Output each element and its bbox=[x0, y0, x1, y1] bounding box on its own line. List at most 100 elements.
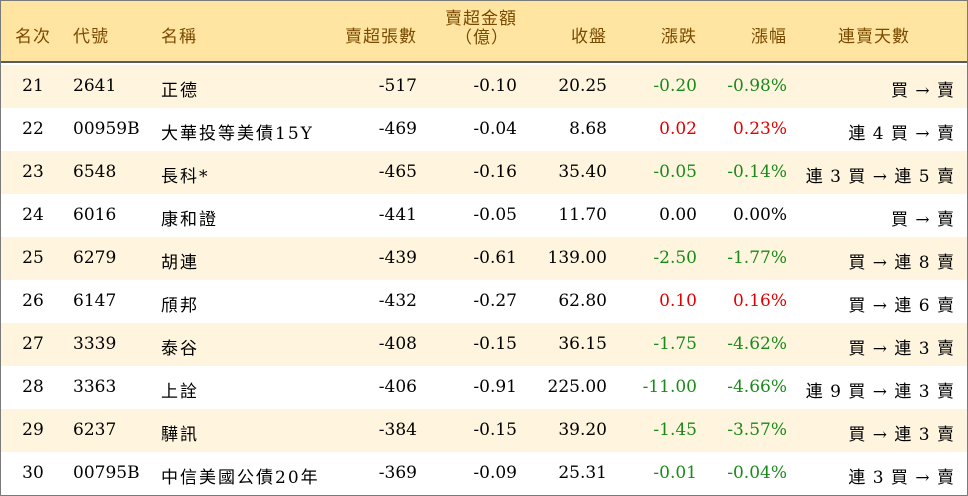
cell-net-sell-amount: -0.61 bbox=[473, 248, 517, 268]
cell-name: 中信美國公債20年 bbox=[161, 468, 320, 488]
cell-rank: 23 bbox=[22, 162, 44, 182]
cell-close: 11.70 bbox=[558, 205, 607, 225]
cell-consecutive-days: 買 → 連 3 賣 bbox=[848, 339, 955, 359]
cell-change: -0.01 bbox=[653, 463, 697, 483]
header-consecutive-days: 連賣天數 bbox=[838, 27, 910, 47]
cell-net-sell-sheets: -517 bbox=[378, 76, 417, 96]
cell-change-pct: -4.62% bbox=[727, 334, 787, 354]
cell-rank: 21 bbox=[22, 76, 44, 96]
cell-name: 驊訊 bbox=[161, 425, 199, 445]
cell-consecutive-days: 買 → 賣 bbox=[890, 81, 955, 101]
header-net-sell-amount-line1: 賣超金額 bbox=[445, 9, 517, 29]
cell-rank: 27 bbox=[22, 334, 44, 354]
cell-consecutive-days: 買 → 賣 bbox=[890, 210, 955, 230]
table-row[interactable]: 22 00959B 大華投等美債15Y -469 -0.04 8.68 0.02 0.23% 連… bbox=[1, 108, 967, 151]
cell-consecutive-days: 買 → 連 3 賣 bbox=[848, 425, 955, 445]
cell-close: 36.15 bbox=[558, 334, 607, 354]
table-header: 名次 代號 名稱 賣超張數 賣超金額 （億） 收盤 漲跌 漲幅 連賣天數 bbox=[1, 1, 967, 63]
cell-close: 139.00 bbox=[547, 248, 607, 268]
table-row[interactable]: 29 6237 驊訊 -384 -0.15 39.20 -1.45 -3.57% 買 → 連 3… bbox=[1, 409, 967, 452]
header-close: 收盤 bbox=[571, 27, 607, 47]
cell-rank: 28 bbox=[22, 377, 44, 397]
cell-net-sell-amount: -0.27 bbox=[473, 291, 517, 311]
cell-change: -2.50 bbox=[653, 248, 697, 268]
cell-close: 20.25 bbox=[558, 76, 607, 96]
cell-code: 6279 bbox=[73, 248, 117, 268]
cell-change: 0.02 bbox=[659, 119, 697, 139]
cell-code: 6147 bbox=[73, 291, 117, 311]
cell-change-pct: -4.66% bbox=[727, 377, 787, 397]
cell-change: -0.20 bbox=[653, 76, 697, 96]
cell-close: 35.40 bbox=[558, 162, 607, 182]
cell-code: 2641 bbox=[73, 76, 117, 96]
cell-name: 長科* bbox=[161, 167, 210, 187]
table-row[interactable]: 28 3363 上詮 -406 -0.91 225.00 -11.00 -4.66% 連 9 買… bbox=[1, 366, 967, 409]
cell-net-sell-sheets: -465 bbox=[378, 162, 417, 182]
table-row[interactable]: 25 6279 胡連 -439 -0.61 139.00 -2.50 -1.77% 買 → 連 … bbox=[1, 237, 967, 280]
cell-rank: 29 bbox=[22, 420, 44, 440]
cell-code: 6016 bbox=[73, 205, 117, 225]
cell-name: 泰谷 bbox=[161, 339, 199, 359]
cell-net-sell-amount: -0.10 bbox=[473, 76, 517, 96]
cell-change-pct: -3.57% bbox=[727, 420, 787, 440]
table-row[interactable]: 24 6016 康和證 -441 -0.05 11.70 0.00 0.00% 買 → 賣 bbox=[1, 194, 967, 237]
cell-rank: 30 bbox=[22, 463, 44, 483]
table-row[interactable]: 27 3339 泰谷 -408 -0.15 36.15 -1.75 -4.62% 買 → 連 3… bbox=[1, 323, 967, 366]
cell-code: 3363 bbox=[73, 377, 117, 397]
table-row[interactable]: 23 6548 長科* -465 -0.16 35.40 -0.05 -0.14% 連 3 買 … bbox=[1, 151, 967, 194]
cell-net-sell-sheets: -369 bbox=[378, 463, 417, 483]
cell-rank: 24 bbox=[22, 205, 44, 225]
cell-change-pct: -0.14% bbox=[727, 162, 787, 182]
cell-net-sell-amount: -0.91 bbox=[473, 377, 517, 397]
cell-close: 225.00 bbox=[547, 377, 607, 397]
cell-net-sell-sheets: -441 bbox=[378, 205, 417, 225]
cell-name: 大華投等美債15Y bbox=[161, 124, 314, 144]
header-name: 名稱 bbox=[161, 27, 197, 47]
cell-consecutive-days: 連 3 買 → 連 5 賣 bbox=[805, 167, 955, 187]
cell-net-sell-sheets: -406 bbox=[378, 377, 417, 397]
cell-name: 頎邦 bbox=[161, 296, 199, 316]
header-net-sell-sheets: 賣超張數 bbox=[345, 27, 417, 47]
cell-change-pct: -0.98% bbox=[727, 76, 787, 96]
cell-net-sell-sheets: -432 bbox=[378, 291, 417, 311]
cell-close: 25.31 bbox=[558, 463, 607, 483]
cell-net-sell-amount: -0.09 bbox=[473, 463, 517, 483]
header-change: 漲跌 bbox=[661, 27, 697, 47]
cell-code: 6237 bbox=[73, 420, 117, 440]
header-code: 代號 bbox=[73, 27, 109, 47]
cell-net-sell-amount: -0.15 bbox=[473, 334, 517, 354]
header-rank: 名次 bbox=[15, 27, 51, 47]
cell-change-pct: -1.77% bbox=[727, 248, 787, 268]
cell-rank: 26 bbox=[22, 291, 44, 311]
cell-consecutive-days: 買 → 連 8 賣 bbox=[848, 253, 955, 273]
cell-close: 39.20 bbox=[558, 420, 607, 440]
cell-change-pct: 0.00% bbox=[732, 205, 787, 225]
cell-code: 6548 bbox=[73, 162, 117, 182]
cell-net-sell-amount: -0.05 bbox=[473, 205, 517, 225]
cell-change: 0.00 bbox=[659, 205, 697, 225]
cell-change-pct: -0.04% bbox=[727, 463, 787, 483]
cell-change: 0.10 bbox=[659, 291, 697, 311]
cell-rank: 25 bbox=[22, 248, 44, 268]
table-row[interactable]: 21 2641 正德 -517 -0.10 20.25 -0.20 -0.98% 買 → 賣 bbox=[1, 65, 967, 108]
header-net-sell-amount: 賣超金額 （億） bbox=[421, 10, 517, 48]
cell-net-sell-sheets: -439 bbox=[378, 248, 417, 268]
cell-change: -11.00 bbox=[642, 377, 697, 397]
cell-name: 正德 bbox=[161, 81, 199, 101]
cell-change-pct: 0.16% bbox=[732, 291, 787, 311]
cell-change: -1.75 bbox=[653, 334, 697, 354]
cell-consecutive-days: 買 → 連 6 賣 bbox=[848, 296, 955, 316]
cell-code: 3339 bbox=[73, 334, 117, 354]
cell-name: 康和證 bbox=[161, 210, 218, 230]
header-net-sell-amount-line2: （億） bbox=[455, 28, 509, 48]
cell-net-sell-amount: -0.15 bbox=[473, 420, 517, 440]
cell-change: -0.05 bbox=[653, 162, 697, 182]
cell-code: 00959B bbox=[73, 119, 140, 139]
cell-net-sell-sheets: -469 bbox=[378, 119, 417, 139]
table-row[interactable]: 30 00795B 中信美國公債20年 -369 -0.09 25.31 -0.01 -0.0… bbox=[1, 452, 967, 495]
cell-consecutive-days: 連 9 買 → 連 3 賣 bbox=[805, 382, 955, 402]
cell-name: 上詮 bbox=[161, 382, 199, 402]
cell-close: 8.68 bbox=[569, 119, 607, 139]
table-row[interactable]: 26 6147 頎邦 -432 -0.27 62.80 0.10 0.16% 買 → 連 6 賣 bbox=[1, 280, 967, 323]
